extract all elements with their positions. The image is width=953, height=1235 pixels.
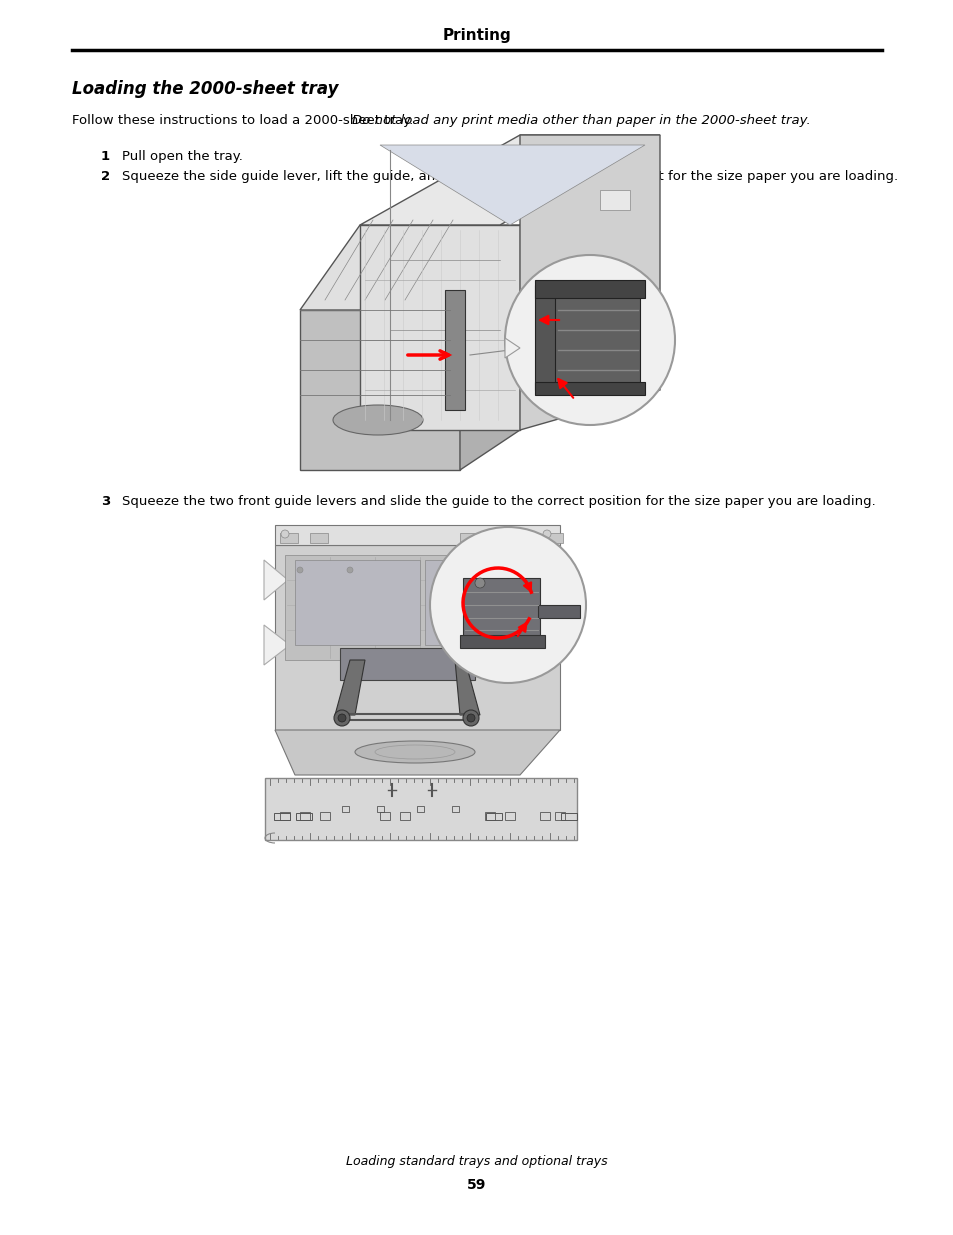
- Bar: [310, 534, 328, 543]
- Circle shape: [430, 527, 585, 683]
- Polygon shape: [359, 225, 519, 430]
- Polygon shape: [299, 225, 519, 310]
- Bar: [452, 806, 458, 811]
- Polygon shape: [555, 295, 639, 385]
- Circle shape: [542, 530, 551, 538]
- Bar: [599, 190, 629, 210]
- Bar: [416, 806, 423, 811]
- Text: Printing: Printing: [442, 28, 511, 43]
- Text: Squeeze the side guide lever, lift the guide, and place it into the appropriate : Squeeze the side guide lever, lift the g…: [122, 170, 897, 183]
- Bar: [280, 534, 297, 543]
- Polygon shape: [535, 280, 644, 298]
- Bar: [504, 811, 515, 820]
- Polygon shape: [264, 625, 290, 664]
- Polygon shape: [537, 605, 579, 618]
- Polygon shape: [504, 338, 519, 358]
- Text: 59: 59: [467, 1178, 486, 1192]
- Bar: [295, 813, 312, 820]
- Text: 2: 2: [101, 170, 110, 183]
- Text: Loading the 2000-sheet tray: Loading the 2000-sheet tray: [71, 80, 338, 98]
- Text: 1: 1: [101, 149, 110, 163]
- Bar: [485, 813, 501, 820]
- Polygon shape: [274, 730, 559, 776]
- Bar: [341, 806, 349, 811]
- Text: 3: 3: [101, 495, 110, 508]
- Circle shape: [296, 567, 303, 573]
- Circle shape: [467, 714, 475, 722]
- Circle shape: [347, 567, 353, 573]
- Polygon shape: [335, 659, 365, 715]
- Bar: [399, 811, 410, 820]
- Circle shape: [337, 714, 346, 722]
- Polygon shape: [444, 290, 464, 410]
- Polygon shape: [535, 382, 644, 395]
- Bar: [274, 813, 290, 820]
- Circle shape: [452, 567, 457, 573]
- Text: Squeeze the two front guide levers and slide the guide to the correct position f: Squeeze the two front guide levers and s…: [122, 495, 875, 508]
- Polygon shape: [274, 545, 559, 730]
- Bar: [379, 811, 390, 820]
- Polygon shape: [455, 659, 479, 715]
- Polygon shape: [459, 635, 544, 648]
- Circle shape: [475, 578, 484, 588]
- Polygon shape: [265, 778, 577, 840]
- Bar: [376, 806, 384, 811]
- Bar: [544, 534, 562, 543]
- Circle shape: [504, 254, 675, 425]
- Polygon shape: [274, 525, 559, 545]
- Polygon shape: [264, 559, 288, 600]
- Polygon shape: [459, 225, 519, 471]
- Text: Do not load any print media other than paper in the 2000-sheet tray.: Do not load any print media other than p…: [352, 114, 810, 127]
- Circle shape: [501, 567, 507, 573]
- Circle shape: [334, 710, 350, 726]
- Bar: [280, 811, 290, 820]
- Polygon shape: [339, 648, 475, 680]
- Text: Loading standard trays and optional trays: Loading standard trays and optional tray…: [346, 1155, 607, 1168]
- Polygon shape: [294, 559, 419, 645]
- Polygon shape: [462, 578, 539, 640]
- Bar: [539, 811, 550, 820]
- Polygon shape: [379, 144, 644, 225]
- Bar: [459, 534, 477, 543]
- Text: Pull open the tray.: Pull open the tray.: [122, 149, 243, 163]
- Polygon shape: [519, 135, 659, 430]
- Polygon shape: [299, 310, 459, 471]
- Bar: [319, 811, 330, 820]
- Polygon shape: [535, 285, 559, 390]
- Text: Follow these instructions to load a 2000-sheet tray.: Follow these instructions to load a 2000…: [71, 114, 417, 127]
- Polygon shape: [285, 555, 550, 659]
- Polygon shape: [359, 135, 659, 225]
- Bar: [484, 811, 495, 820]
- Ellipse shape: [355, 741, 475, 763]
- Circle shape: [462, 710, 478, 726]
- Polygon shape: [424, 559, 539, 645]
- Bar: [560, 813, 577, 820]
- Bar: [299, 811, 310, 820]
- Circle shape: [281, 530, 289, 538]
- Ellipse shape: [333, 405, 422, 435]
- Bar: [555, 811, 564, 820]
